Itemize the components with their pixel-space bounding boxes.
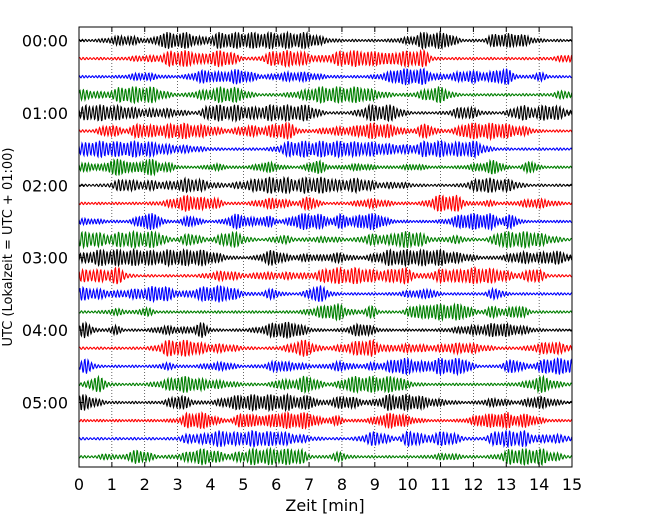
- x-tick-label: 12: [463, 475, 483, 494]
- traces: [78, 30, 573, 467]
- x-tick-label: 1: [107, 475, 117, 494]
- trace-line: [78, 86, 573, 105]
- y-tick-label: 00:00: [22, 32, 68, 51]
- trace-line: [78, 338, 573, 357]
- plot-background: [79, 27, 572, 467]
- x-tick-label: 11: [430, 475, 450, 494]
- trace-line: [78, 103, 573, 123]
- x-axis-label: Zeit [min]: [285, 496, 364, 515]
- y-tick-label: 03:00: [22, 249, 68, 268]
- x-axis-ticks: 0 1 2 3 4 5 6 7 8 9 10 11 12 13 14 15: [74, 27, 582, 494]
- trace-line: [78, 229, 573, 250]
- trace-line: [78, 139, 573, 160]
- trace-line: [78, 284, 573, 304]
- x-tick-label: 10: [397, 475, 417, 494]
- x-tick-label: 13: [496, 475, 516, 494]
- plot-frame: [78, 26, 573, 468]
- trace-line: [78, 320, 573, 339]
- trace-line: [78, 410, 573, 430]
- y-tick-label: 02:00: [22, 176, 68, 195]
- y-tick-label: 04:00: [22, 321, 68, 340]
- y-axis-ticks: 00:00 01:00 02:00 03:00 04:00 05:00: [22, 32, 572, 413]
- x-tick-label: 7: [304, 475, 314, 494]
- x-tick-label: 14: [529, 475, 549, 494]
- x-tick-label: 8: [337, 475, 347, 494]
- trace-line: [78, 175, 573, 195]
- trace-line: [78, 48, 573, 69]
- trace-line: [78, 158, 573, 177]
- grid-lines: [111, 27, 540, 467]
- trace-line: [78, 302, 573, 322]
- y-tick-label: 05:00: [22, 394, 68, 413]
- trace-line: [78, 446, 573, 467]
- trace-line: [78, 374, 573, 395]
- trace-line: [78, 247, 573, 268]
- y-axis-label: UTC (Lokalzeit = UTC + 01:00): [1, 148, 16, 347]
- y-tick-label: 01:00: [22, 104, 68, 123]
- trace-line: [78, 121, 573, 142]
- trace-line: [78, 357, 573, 377]
- x-tick-label: 4: [205, 475, 215, 494]
- trace-line: [78, 265, 573, 285]
- x-tick-label: 3: [173, 475, 183, 494]
- trace-line: [78, 67, 573, 86]
- trace-line: [78, 392, 573, 413]
- x-tick-label: 9: [370, 475, 380, 494]
- trace-line: [78, 212, 573, 232]
- x-tick-label: 5: [238, 475, 248, 494]
- x-tick-label: 0: [74, 475, 84, 494]
- x-tick-label: 2: [140, 475, 150, 494]
- x-tick-label: 6: [271, 475, 281, 494]
- trace-line: [78, 429, 573, 449]
- trace-line: [78, 194, 573, 213]
- x-tick-label: 15: [562, 475, 582, 494]
- trace-line: [78, 30, 573, 51]
